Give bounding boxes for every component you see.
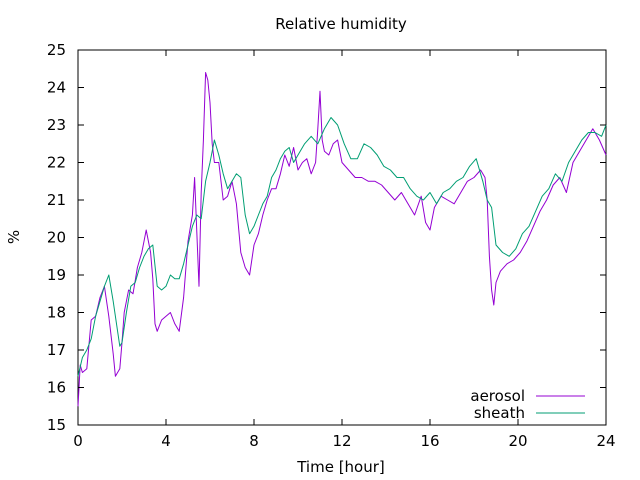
y-tick-label: 16	[47, 379, 66, 397]
legend-label-sheath: sheath	[474, 404, 525, 422]
series-layer	[77, 72, 607, 407]
x-tick-label: 0	[73, 432, 83, 450]
y-tick-label: 23	[47, 116, 66, 134]
x-tick-label: 20	[508, 432, 527, 450]
ticks-layer: 0 4 8 12 16 20 24 15 16 17 18 19 20 21 22 23 24 25	[47, 41, 616, 450]
y-tick-label: 19	[47, 266, 66, 284]
x-axis-label: Time [hour]	[296, 458, 385, 476]
plot-frame	[77, 49, 607, 426]
y-tick-label: 24	[47, 79, 66, 97]
y-axis-label: %	[5, 230, 23, 244]
chart-title: Relative humidity	[275, 15, 407, 33]
y-tick-label: 15	[47, 416, 66, 434]
plot-border	[77, 49, 607, 426]
y-tick-label: 17	[47, 341, 66, 359]
y-tick-label: 25	[47, 41, 66, 59]
series-line-aerosol	[77, 72, 607, 407]
y-tick-label: 18	[47, 304, 66, 322]
y-tick-label: 20	[47, 229, 66, 247]
y-tick-label: 22	[47, 154, 66, 172]
x-tick-label: 24	[596, 432, 615, 450]
x-tick-label: 4	[161, 432, 171, 450]
legend-label-aerosol: aerosol	[470, 387, 525, 405]
y-tick-label: 21	[47, 191, 66, 209]
x-tick-label: 8	[249, 432, 259, 450]
x-tick-label: 12	[332, 432, 351, 450]
series-line-sheath	[77, 117, 607, 377]
x-tick-label: 16	[420, 432, 439, 450]
